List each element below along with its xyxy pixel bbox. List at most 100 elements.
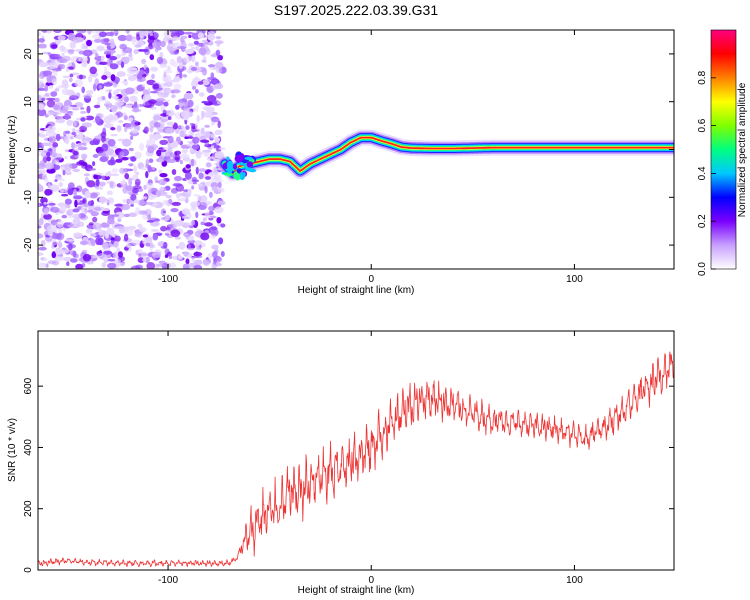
noise-speck [110, 133, 118, 137]
noise-speck [63, 135, 70, 143]
noise-speck [101, 175, 106, 181]
noise-speck [95, 186, 100, 190]
noise-speck [197, 196, 202, 202]
noise-speck [115, 158, 123, 163]
noise-speck [191, 144, 199, 150]
noise-speck [152, 115, 162, 121]
noise-speck [167, 66, 171, 70]
noise-speck [184, 171, 192, 180]
noise-speck [123, 115, 128, 121]
noise-speck [109, 63, 119, 70]
noise-speck [166, 195, 172, 199]
noise-speck [117, 218, 122, 222]
noise-speck [185, 258, 190, 265]
noise-speck [43, 208, 50, 216]
noise-speck [191, 220, 196, 226]
noise-speck [114, 203, 123, 207]
noise-speck [140, 251, 148, 259]
noise-speck [157, 82, 167, 88]
noise-speck [169, 30, 178, 34]
noise-speck [99, 181, 106, 187]
noise-speck [111, 107, 117, 113]
noise-speck [162, 199, 168, 206]
noise-speck [107, 218, 115, 225]
noise-speck [182, 215, 186, 219]
colorbar-tick-label: 0.6 [697, 118, 708, 132]
snr-x-tick-label: 100 [566, 575, 583, 586]
noise-speck [214, 129, 223, 135]
noise-speck [112, 114, 119, 121]
noise-speck [55, 133, 61, 142]
noise-speck [78, 50, 87, 55]
noise-speck [66, 120, 75, 124]
snr-series-line [38, 351, 674, 568]
noise-speck [42, 142, 53, 146]
noise-speck [170, 89, 181, 94]
noise-speck [71, 131, 77, 136]
noise-speck [114, 211, 125, 219]
noise-speck [149, 33, 154, 36]
noise-speck [79, 240, 89, 246]
noise-speck [86, 261, 94, 265]
noise-speck [52, 151, 58, 158]
noise-speck [61, 52, 65, 57]
noise-speck [182, 74, 188, 78]
noise-speck [183, 92, 194, 100]
noise-speck [60, 248, 70, 254]
noise-speck [67, 49, 75, 55]
snr-y-tick-label: 200 [23, 500, 34, 517]
noise-speck [151, 167, 156, 171]
noise-speck [51, 251, 57, 259]
noise-speck [171, 94, 176, 99]
noise-speck [158, 94, 164, 99]
noise-speck [75, 117, 82, 121]
noise-speck [200, 127, 205, 135]
noise-speck [66, 243, 76, 249]
noise-speck [138, 30, 148, 37]
noise-speck [104, 42, 111, 46]
noise-speck [187, 243, 191, 249]
noise-speck [132, 187, 139, 194]
noise-speck [109, 181, 114, 188]
noise-speck [178, 61, 183, 70]
noise-speck [92, 161, 96, 167]
noise-speck [150, 229, 160, 232]
noise-speck [51, 233, 61, 240]
noise-speck [91, 74, 98, 78]
noise-speck [99, 156, 109, 163]
noise-speck [120, 203, 131, 211]
noise-speck [143, 201, 154, 205]
noise-speck [193, 251, 203, 257]
noise-speck [66, 90, 76, 95]
noise-speck [89, 140, 96, 146]
noise-speck [55, 118, 66, 124]
noise-speck [166, 121, 175, 126]
noise-speck [46, 75, 52, 84]
noise-speck [139, 142, 145, 151]
noise-speck [169, 113, 173, 117]
noise-speck [81, 86, 85, 94]
spectrogram-x-tick-label: 0 [368, 274, 374, 285]
noise-speck [46, 156, 51, 162]
noise-speck [148, 242, 154, 248]
noise-speck [216, 100, 221, 105]
noise-speck [47, 148, 53, 152]
noise-speck [148, 36, 156, 40]
noise-speck [130, 194, 137, 201]
noise-speck [177, 125, 183, 130]
noise-speck [144, 256, 150, 264]
noise-speck [170, 229, 181, 238]
noise-speck [211, 185, 218, 192]
spectrogram-y-tick-label: -20 [23, 237, 34, 252]
noise-speck [106, 190, 113, 196]
noise-speck [145, 158, 150, 167]
noise-speck [210, 215, 217, 219]
colorbar-frame [710, 29, 737, 270]
noise-speck [100, 114, 105, 118]
noise-speck [96, 45, 105, 52]
noise-speck [176, 56, 183, 64]
noise-speck [89, 66, 97, 75]
noise-speck [90, 238, 96, 245]
colorbar-label: Normalized spectral amplitude [737, 82, 748, 217]
